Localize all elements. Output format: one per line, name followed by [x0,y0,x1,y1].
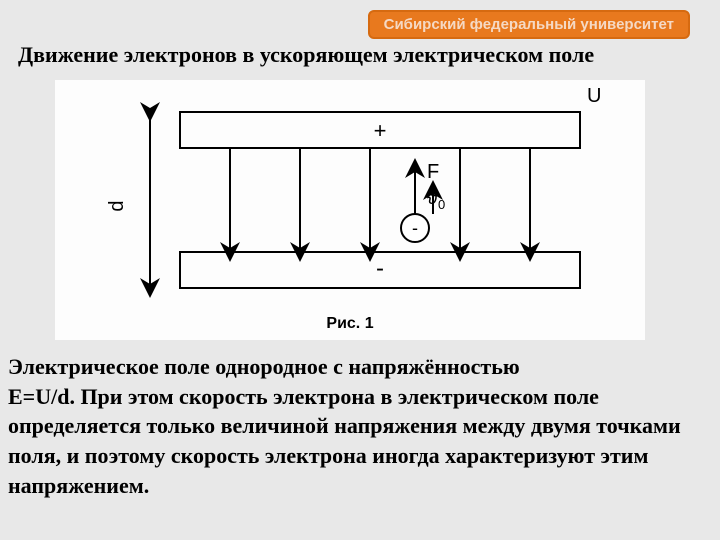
body-line1: Электрическое поле однородное с напряжён… [8,354,520,379]
field-arrows [230,148,530,252]
velocity-label: ϑ0 [427,187,445,212]
electron-label: - [412,218,418,238]
distance-label: d [106,200,128,211]
voltage-label: U [587,85,601,107]
body-line2: E=U/d. При этом скорость электрона в эле… [8,384,681,498]
figure-1: + - U d - F ϑ0 Рис. 1 [55,80,645,340]
body-paragraph: Электрическое поле однородное с напряжён… [8,352,712,500]
slide-title: Движение электронов в ускоряющем электри… [18,42,594,68]
force-label: F [427,161,439,183]
figure-caption: Рис. 1 [326,315,373,332]
bottom-plate-label: - [376,255,384,282]
university-badge: Сибирский федеральный университет [368,10,690,39]
top-plate-label: + [374,118,387,143]
field-diagram: + - U d - F ϑ0 Рис. 1 [55,80,645,340]
